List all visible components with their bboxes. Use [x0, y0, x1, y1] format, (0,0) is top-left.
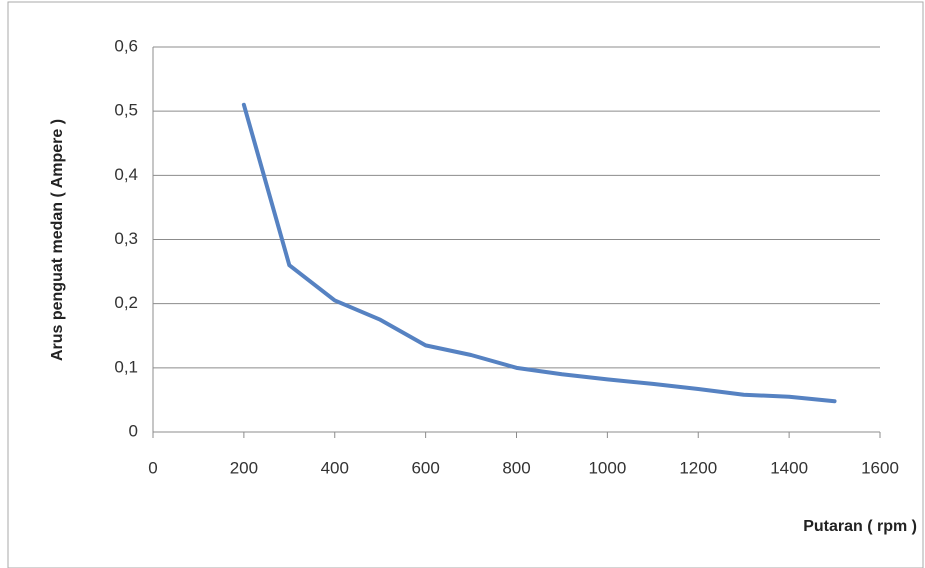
x-tick-label: 1200 [679, 458, 717, 477]
x-tick-label: 0 [148, 458, 157, 477]
x-tick-label: 1600 [861, 458, 899, 477]
page: Putaran ( rpm ) Arus penguat medan ( Amp… [0, 0, 925, 568]
y-tick-label: 0,3 [114, 229, 138, 248]
x-tick-label: 400 [321, 458, 349, 477]
y-tick-label: 0,2 [114, 293, 138, 312]
x-tick-label: 800 [502, 458, 530, 477]
x-axis-title: Putaran ( rpm ) [803, 518, 917, 535]
y-tick-label: 0,1 [114, 357, 138, 376]
x-tick-label: 1000 [588, 458, 626, 477]
x-tick-label: 200 [230, 458, 258, 477]
chart: Putaran ( rpm ) Arus penguat medan ( Amp… [0, 0, 925, 568]
x-tick-label: 600 [411, 458, 439, 477]
chart-border [8, 2, 923, 568]
x-tick-label: 1400 [770, 458, 808, 477]
y-tick-label: 0 [129, 421, 138, 440]
y-tick-label: 0,4 [114, 165, 138, 184]
y-tick-label: 0,6 [114, 36, 138, 55]
y-axis-title: Arus penguat medan ( Ampere ) [49, 119, 66, 361]
y-tick-label: 0,5 [114, 101, 138, 120]
